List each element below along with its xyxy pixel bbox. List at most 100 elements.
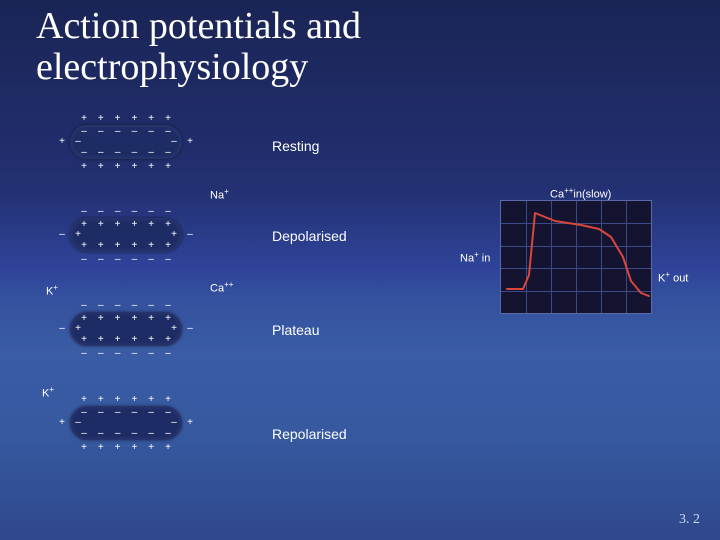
- charge-minus: –: [128, 407, 140, 418]
- charge-plus: +: [72, 323, 84, 334]
- chart-label-k: K+ out: [658, 270, 688, 285]
- cell-membrane: ++++++++++++++: [70, 312, 182, 346]
- charge-plus: +: [112, 442, 124, 453]
- charge-plus: +: [128, 219, 140, 230]
- charge-minus: –: [128, 254, 140, 265]
- charge-plus: +: [112, 161, 124, 172]
- charge-minus: –: [95, 126, 107, 137]
- charge-plus: +: [72, 229, 84, 240]
- charge-plus: +: [95, 161, 107, 172]
- charge-plus: +: [128, 442, 140, 453]
- charge-minus: –: [128, 206, 140, 217]
- charge-minus: –: [112, 254, 124, 265]
- charge-minus: –: [145, 126, 157, 137]
- cell-membrane: ++++++++++++++: [70, 218, 182, 252]
- charge-minus: –: [78, 206, 90, 217]
- charge-minus: –: [112, 407, 124, 418]
- charge-minus: –: [128, 348, 140, 359]
- label-na: Na+: [210, 187, 229, 202]
- charge-minus: –: [72, 136, 84, 147]
- charge-plus: +: [95, 394, 107, 405]
- charge-minus: –: [78, 348, 90, 359]
- charge-plus: +: [95, 334, 107, 345]
- charge-plus: +: [162, 240, 174, 251]
- charge-plus: +: [95, 240, 107, 251]
- charge-plus: +: [145, 442, 157, 453]
- cell-depolarised: ++++++++++++++––––––––––––––: [70, 218, 182, 252]
- charge-minus: –: [145, 254, 157, 265]
- charge-plus: +: [112, 113, 124, 124]
- charge-plus: +: [128, 161, 140, 172]
- chart-label-na: Na+ in: [460, 250, 490, 265]
- charge-plus: +: [95, 113, 107, 124]
- charge-plus: +: [145, 161, 157, 172]
- label-k-2: K+: [42, 385, 54, 400]
- charge-plus: +: [145, 334, 157, 345]
- charge-minus: –: [128, 428, 140, 439]
- charge-minus: –: [95, 147, 107, 158]
- charge-minus: –: [72, 417, 84, 428]
- charge-plus: +: [78, 113, 90, 124]
- stage-resting: Resting: [272, 138, 319, 154]
- charge-plus: +: [112, 313, 124, 324]
- charge-minus: –: [56, 323, 68, 334]
- charge-minus: –: [112, 428, 124, 439]
- chart-svg: [501, 201, 651, 313]
- charge-minus: –: [145, 407, 157, 418]
- charge-minus: –: [95, 407, 107, 418]
- charge-minus: –: [145, 348, 157, 359]
- charge-plus: +: [145, 240, 157, 251]
- stage-plateau: Plateau: [272, 322, 319, 338]
- charge-plus: +: [145, 313, 157, 324]
- charge-minus: –: [56, 229, 68, 240]
- charge-minus: –: [112, 206, 124, 217]
- charge-plus: +: [56, 417, 68, 428]
- charge-minus: –: [112, 126, 124, 137]
- charge-plus: +: [78, 240, 90, 251]
- charge-minus: –: [145, 206, 157, 217]
- slide-root: Action potentials and electrophysiology …: [0, 0, 720, 540]
- charge-minus: –: [162, 300, 174, 311]
- charge-minus: –: [162, 428, 174, 439]
- charge-minus: –: [184, 323, 196, 334]
- cell-membrane: ––––––––––––––: [70, 406, 182, 440]
- charge-minus: –: [162, 206, 174, 217]
- cell-repolarised: ––––––––––––––++++++++++++++: [70, 406, 182, 440]
- cell-membrane: ––––––––––––––: [70, 125, 182, 159]
- charge-plus: +: [78, 394, 90, 405]
- charge-minus: –: [162, 147, 174, 158]
- charge-plus: +: [162, 334, 174, 345]
- charge-minus: –: [95, 428, 107, 439]
- charge-plus: +: [184, 136, 196, 147]
- charge-plus: +: [95, 442, 107, 453]
- charge-minus: –: [78, 428, 90, 439]
- cell-plateau: ++++++++++++++––––––––––––––: [70, 312, 182, 346]
- charge-plus: +: [162, 394, 174, 405]
- charge-plus: +: [128, 334, 140, 345]
- charge-plus: +: [128, 240, 140, 251]
- charge-plus: +: [112, 240, 124, 251]
- label-ca: Ca++: [210, 280, 233, 295]
- charge-minus: –: [112, 147, 124, 158]
- charge-plus: +: [56, 136, 68, 147]
- charge-minus: –: [78, 254, 90, 265]
- charge-minus: –: [128, 147, 140, 158]
- ap-curve: [507, 213, 649, 296]
- slide-title: Action potentials and electrophysiology: [36, 6, 361, 88]
- charge-plus: +: [128, 313, 140, 324]
- charge-minus: –: [95, 206, 107, 217]
- charge-plus: +: [78, 442, 90, 453]
- charge-minus: –: [162, 348, 174, 359]
- charge-plus: +: [78, 334, 90, 345]
- charge-plus: +: [162, 442, 174, 453]
- charge-plus: +: [145, 113, 157, 124]
- charge-plus: +: [112, 394, 124, 405]
- charge-minus: –: [145, 428, 157, 439]
- charge-plus: +: [112, 219, 124, 230]
- charge-minus: –: [145, 300, 157, 311]
- chart-label-ca: Ca++in(slow): [550, 186, 611, 201]
- ap-chart: [500, 200, 652, 314]
- charge-minus: –: [168, 136, 180, 147]
- charge-minus: –: [95, 348, 107, 359]
- charge-minus: –: [128, 126, 140, 137]
